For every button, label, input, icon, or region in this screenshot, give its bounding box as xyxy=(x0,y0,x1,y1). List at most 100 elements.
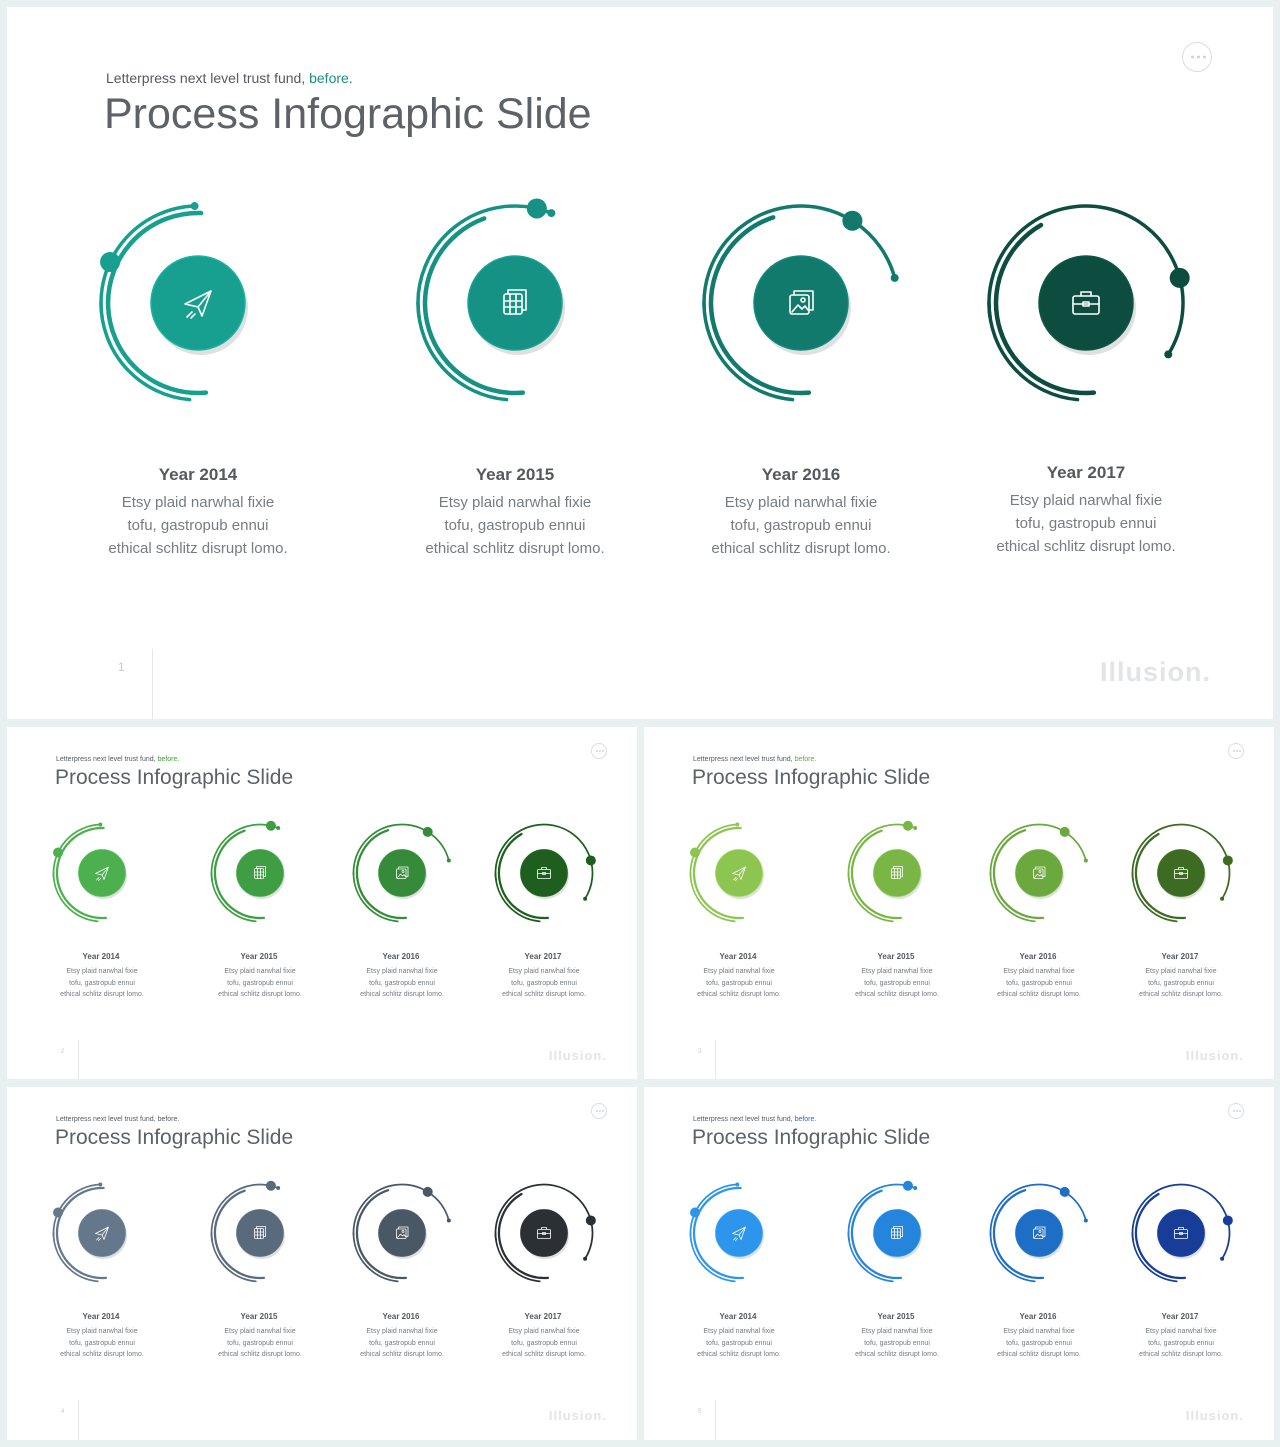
more-dot xyxy=(1239,750,1242,752)
arc-marker-dot xyxy=(422,826,433,837)
icon-circle-shadow xyxy=(522,852,569,899)
arc-marker-dot xyxy=(842,210,863,231)
icon-circle-shadow xyxy=(80,1212,127,1259)
step-description: Etsy plaid narwhal fixie tofu, gastropub… xyxy=(711,494,891,557)
subtitle-accent: before. xyxy=(794,1116,817,1123)
step-year: Year 2015 xyxy=(240,1312,278,1321)
step-description: Etsy plaid narwhal fixie tofu, gastropub… xyxy=(855,968,939,998)
image-icon xyxy=(396,866,409,879)
icon-circle-shadow xyxy=(238,852,285,899)
more-dot xyxy=(596,750,598,752)
slide-1[interactable]: Letterpress next level trust fund, befor… xyxy=(7,7,1273,719)
inner-arc xyxy=(105,210,209,396)
briefcase-icon xyxy=(537,867,551,879)
icon-circle xyxy=(873,1209,921,1257)
arc-marker-dot xyxy=(422,1186,433,1197)
more-options-button[interactable] xyxy=(591,743,607,759)
subtitle-accent: before. xyxy=(157,1116,180,1123)
outer-arc xyxy=(689,823,739,879)
inner-arc xyxy=(422,216,526,396)
slide-4[interactable]: Letterpress next level trust fund, befor… xyxy=(7,1087,637,1440)
step-year: Year 2014 xyxy=(158,465,238,484)
layers-icon xyxy=(254,866,266,879)
footer-divider xyxy=(78,1400,79,1440)
paper-plane-icon xyxy=(732,1226,746,1241)
arc-end-dot xyxy=(583,896,588,901)
step-description: Etsy plaid narwhal fixie tofu, gastropub… xyxy=(997,968,1081,998)
outer-arc xyxy=(210,823,280,881)
icon-circle xyxy=(151,256,245,350)
slide-subtitle: Letterpress next level trust fund, befor… xyxy=(106,70,353,86)
briefcase-icon xyxy=(1174,867,1188,879)
icon-circle-shadow xyxy=(875,1212,922,1259)
icon-circle xyxy=(1015,1209,1063,1257)
arc-marker-dot xyxy=(265,820,276,831)
arc-marker-dot xyxy=(1169,267,1190,288)
layers-icon xyxy=(891,866,903,879)
slide-subtitle: Letterpress next level trust fund, befor… xyxy=(693,1116,816,1123)
inner-arc xyxy=(708,215,812,396)
arc-marker-dot xyxy=(585,1215,596,1226)
more-dot xyxy=(602,750,605,752)
arc-end-dot xyxy=(583,1256,588,1261)
more-options-button[interactable] xyxy=(591,1103,607,1119)
slide-3[interactable]: Letterpress next level trust fund, befor… xyxy=(644,727,1274,1079)
inner-arc xyxy=(213,829,266,920)
arc-marker-dot xyxy=(690,1207,701,1218)
lower-arc xyxy=(847,872,894,923)
icon-circle-shadow xyxy=(80,852,127,899)
lower-arc xyxy=(989,872,1036,923)
arc-end-dot xyxy=(276,826,281,831)
step-year: Year 2017 xyxy=(1161,1312,1199,1321)
arc-end-dot xyxy=(913,1186,918,1191)
arc-end-dot xyxy=(1083,1218,1088,1223)
slide-5[interactable]: Letterpress next level trust fund, befor… xyxy=(644,1087,1274,1440)
arc-end-dot xyxy=(735,822,740,827)
icon-circle-shadow xyxy=(717,1212,764,1259)
icon-circle xyxy=(520,849,568,897)
slide-subtitle: Letterpress next level trust fund, befor… xyxy=(693,756,816,763)
arc-marker-dot xyxy=(902,820,913,831)
layers-icon xyxy=(503,289,527,315)
arc-marker-dot xyxy=(526,198,547,219)
layers-icon xyxy=(254,1226,266,1239)
more-options-button[interactable] xyxy=(1228,743,1244,759)
slide-2[interactable]: Letterpress next level trust fund, befor… xyxy=(7,727,637,1079)
outer-arc xyxy=(494,823,594,900)
icon-circle-shadow xyxy=(1042,261,1136,355)
slide-title: Process Infographic Slide xyxy=(104,90,592,138)
lower-arc xyxy=(352,872,399,923)
inner-arc xyxy=(850,829,903,920)
lower-arc xyxy=(987,301,1080,402)
more-dot xyxy=(602,1110,605,1112)
step-year: Year 2016 xyxy=(382,1312,420,1321)
page-number: 2 xyxy=(61,1049,65,1055)
footer-divider xyxy=(715,1400,716,1440)
step-description: Etsy plaid narwhal fixie tofu, gastropub… xyxy=(218,1328,302,1358)
step-year: Year 2016 xyxy=(761,465,841,484)
icon-circle-shadow xyxy=(717,852,764,899)
step-description: Etsy plaid narwhal fixie tofu, gastropub… xyxy=(502,1328,586,1358)
arc-marker-dot xyxy=(585,855,596,866)
icon-circle-rim xyxy=(378,849,426,897)
icon-circle-rim xyxy=(873,849,921,897)
more-dot xyxy=(1233,1110,1235,1112)
briefcase-icon xyxy=(1072,291,1100,315)
step-description: Etsy plaid narwhal fixie tofu, gastropub… xyxy=(425,494,605,557)
outer-arc xyxy=(1131,1183,1231,1260)
step-description: Etsy plaid narwhal fixie tofu, gastropub… xyxy=(1139,1328,1223,1358)
inner-arc xyxy=(355,829,408,920)
arc-end-dot xyxy=(913,826,918,831)
subtitle-text: Letterpress next level trust fund, xyxy=(56,1116,156,1123)
step-description: Etsy plaid narwhal fixie tofu, gastropub… xyxy=(60,1328,144,1358)
icon-circle xyxy=(78,849,126,897)
icon-circle xyxy=(1157,849,1205,897)
outer-arc xyxy=(416,204,554,319)
arc-end-dot xyxy=(446,858,451,863)
more-options-button[interactable] xyxy=(1182,42,1212,72)
icon-circle xyxy=(1157,1209,1205,1257)
outer-arc xyxy=(987,204,1185,357)
more-options-button[interactable] xyxy=(1228,1103,1244,1119)
icon-circle-shadow xyxy=(238,1212,285,1259)
step-year: Year 2015 xyxy=(877,1312,915,1321)
